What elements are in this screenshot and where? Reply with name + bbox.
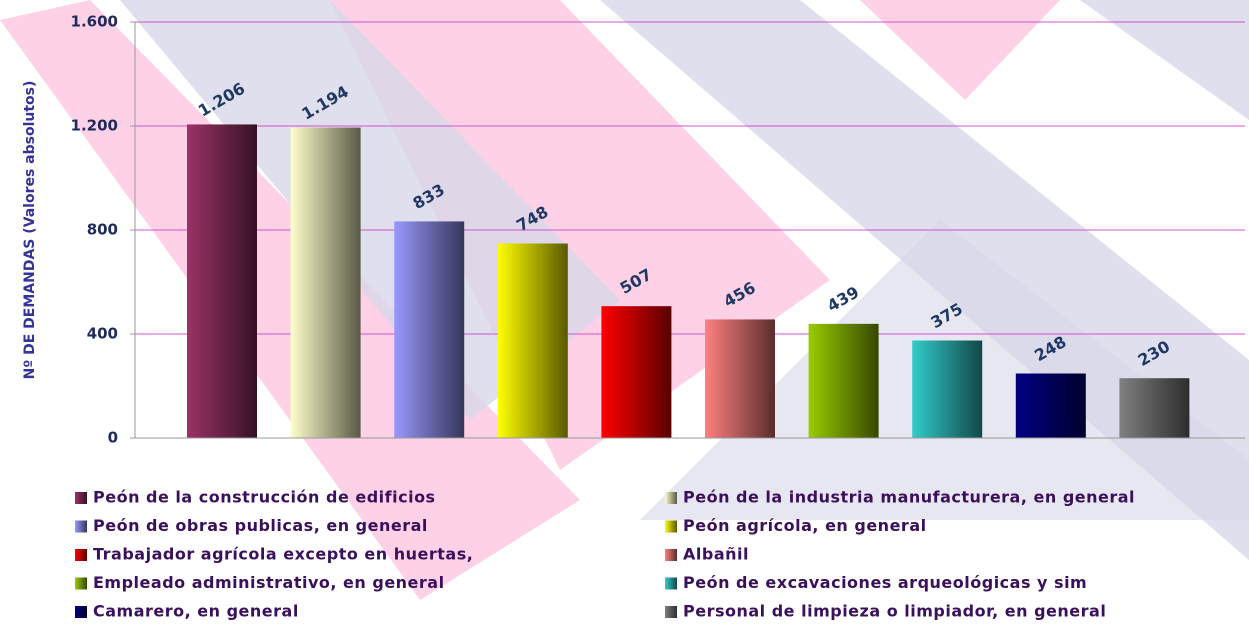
legend-label: Peón agrícola, en general <box>683 516 927 535</box>
legend-label: Peón de la industria manufacturera, en g… <box>683 488 1135 507</box>
legend-swatch <box>75 606 87 618</box>
legend-swatch <box>75 578 87 590</box>
legend-label: Camarero, en general <box>93 602 299 621</box>
bar <box>291 128 361 438</box>
legend-swatch <box>75 492 87 504</box>
legend-label: Trabajador agrícola excepto en huertas, <box>93 545 473 564</box>
legend-swatch <box>75 521 87 533</box>
y-tick-label: 1.200 <box>71 117 118 135</box>
legend-label: Peón de excavaciones arqueológicas y sim <box>683 573 1087 592</box>
legend-swatch <box>665 492 677 504</box>
legend-swatch <box>665 606 677 618</box>
bar <box>498 244 568 438</box>
bar <box>601 306 671 438</box>
legend-swatch <box>665 549 677 561</box>
legend-label: Peón de obras publicas, en general <box>93 516 428 535</box>
bar <box>394 221 464 438</box>
y-tick-label: 1.600 <box>71 13 118 31</box>
bar <box>705 319 775 438</box>
legend-label: Personal de limpieza o limpiador, en gen… <box>683 602 1106 621</box>
bar <box>912 341 982 439</box>
chart: Nº DE DEMANDAS (Valores absolutos) 0 400 8… <box>0 0 1249 627</box>
legend-swatch <box>665 578 677 590</box>
bar <box>809 324 879 438</box>
bar <box>1016 374 1086 438</box>
legend-swatch <box>665 521 677 533</box>
legend-label: Peón de la construcción de edificios <box>93 488 436 507</box>
legend-label: Albañil <box>683 545 749 564</box>
y-tick-label: 800 <box>87 221 118 239</box>
bar <box>187 124 257 438</box>
legend-swatch <box>75 549 87 561</box>
legend-label: Empleado administrativo, en general <box>93 573 445 592</box>
y-axis-label: Nº DE DEMANDAS (Valores absolutos) <box>22 81 38 380</box>
y-tick-label: 0 <box>108 429 118 447</box>
y-tick-label: 400 <box>87 325 118 343</box>
bar <box>1119 378 1189 438</box>
